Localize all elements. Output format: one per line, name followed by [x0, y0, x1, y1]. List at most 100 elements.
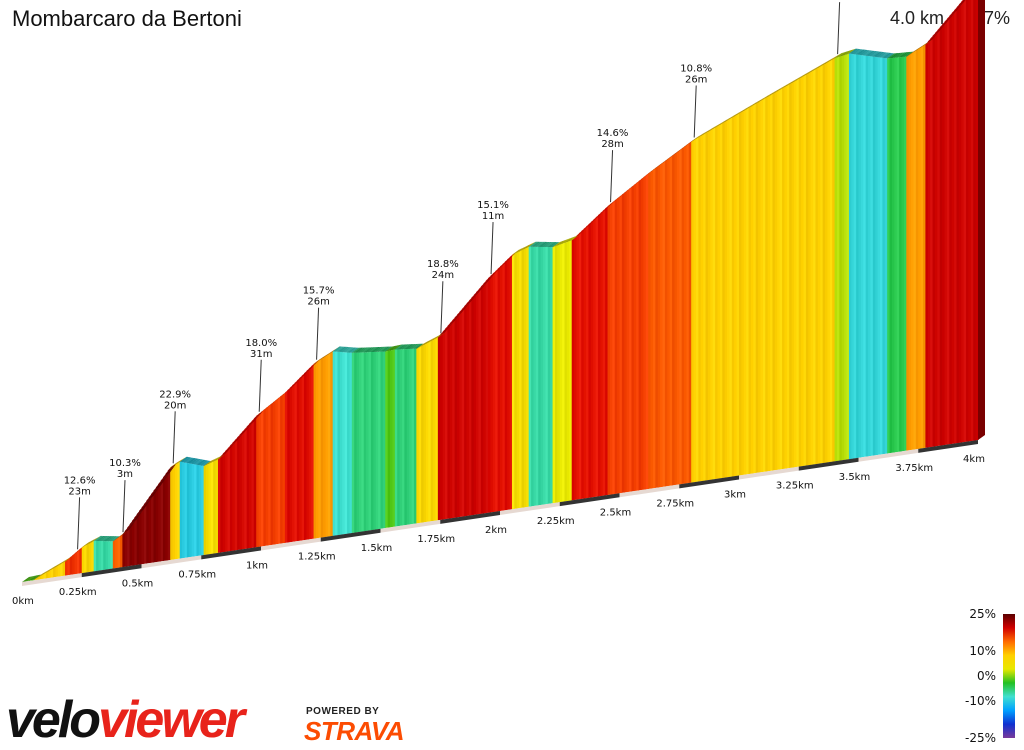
profile-ridge-slice: [347, 347, 357, 353]
profile-slice: [920, 45, 924, 449]
profile-ridge-slice: [884, 53, 895, 59]
profile-ridge-slice: [562, 237, 572, 244]
profile-ridge-slice: [531, 241, 541, 247]
profile-slice: [856, 54, 860, 459]
profile-ridge-slice: [877, 52, 888, 58]
profile-slice: [619, 194, 623, 494]
profile-slice: [351, 352, 355, 534]
profile-slice: [265, 406, 269, 546]
profile-ridge-slice: [158, 475, 168, 485]
profile-slice: [289, 385, 293, 543]
profile-ridge-slice: [471, 289, 481, 298]
profile-ridge-slice: [803, 69, 813, 76]
profile-slice: [758, 100, 762, 473]
profile-ridge-slice: [691, 135, 701, 142]
profile-ridge-slice: [700, 129, 711, 136]
profile-ridge-slice: [397, 344, 407, 350]
baseline-segment: [380, 519, 441, 533]
profile-ridge-slice: [514, 247, 524, 254]
profile-slice: [519, 250, 523, 509]
profile-slice: [189, 463, 193, 558]
profile-slice: [196, 464, 200, 557]
profile-ridge-slice: [841, 50, 852, 56]
profile-ridge-slice: [416, 342, 426, 349]
profile-slice: [612, 200, 616, 495]
profile-slice: [122, 531, 126, 568]
profile-slice: [206, 463, 210, 555]
profile-ridge-slice: [934, 25, 945, 33]
profile-slice: [750, 104, 754, 474]
profile-slice: [155, 484, 159, 563]
profile-slice: [865, 55, 869, 457]
profile-ridge-slice: [927, 33, 938, 42]
profile-ridge-slice: [519, 245, 529, 252]
x-tick-label: 3.25km: [776, 481, 814, 492]
profile-slice: [435, 337, 439, 521]
profile-ridge-slice: [48, 564, 58, 572]
annotation-grade: 10.3%: [109, 458, 141, 469]
profile-slice: [158, 480, 162, 562]
profile-ridge-slice: [232, 435, 242, 443]
profile-ridge-slice: [222, 446, 233, 454]
profile-slice: [468, 297, 472, 516]
profile-slice: [710, 128, 714, 480]
annotation-leader: [490, 222, 494, 275]
profile-slice: [356, 352, 360, 533]
profile-ridge-slice: [791, 76, 801, 83]
profile-ridge-slice: [327, 347, 338, 355]
profile-ridge-slice: [306, 363, 316, 371]
profile-ridge-slice: [449, 315, 460, 324]
profile-ridge-slice: [93, 535, 104, 541]
profile-ridge-slice: [703, 128, 713, 135]
profile-ridge-slice: [402, 344, 412, 350]
profile-ridge-slice: [392, 344, 402, 351]
profile-ridge-slice: [390, 345, 400, 351]
profile-ridge-slice: [440, 326, 450, 335]
profile-slice: [648, 171, 652, 489]
profile-ridge-slice: [891, 52, 902, 58]
profile-slice: [521, 249, 525, 508]
profile-ridge-slice: [454, 309, 464, 318]
profile-slice: [535, 246, 539, 506]
profile-slice: [91, 540, 95, 572]
profile-ridge-slice: [739, 107, 749, 114]
profile-ridge-slice: [91, 535, 101, 543]
profile-ridge-slice: [344, 347, 355, 353]
profile-slice: [282, 392, 286, 544]
profile-ridge-slice: [559, 238, 570, 245]
profile-slice: [449, 320, 453, 519]
profile-slice: [213, 460, 217, 554]
profile-ridge-slice: [313, 357, 323, 364]
profile-slice: [870, 56, 874, 456]
profile-ridge-slice: [829, 54, 840, 61]
profile-ridge-slice: [727, 114, 737, 121]
profile-slice: [464, 303, 468, 517]
profile-ridge-slice: [332, 346, 343, 352]
profile-slice: [361, 352, 365, 532]
profile-ridge-slice: [820, 59, 830, 67]
profile-ridge-slice: [292, 377, 302, 386]
profile-slice: [934, 30, 938, 447]
profile-slice: [394, 349, 398, 527]
profile-slice: [507, 257, 511, 510]
profile-slice: [48, 569, 52, 579]
profile-end-cap: [978, 0, 985, 440]
profile-slice: [767, 95, 771, 472]
profile-slice: [884, 58, 888, 454]
profile-slice: [292, 382, 296, 542]
profile-slice: [174, 463, 178, 560]
x-tick-label: 1km: [246, 561, 268, 572]
profile-ridge-slice: [358, 347, 369, 353]
profile-slice: [148, 494, 152, 564]
profile-slice: [662, 160, 666, 487]
profile-slice: [129, 520, 133, 567]
profile-ridge-slice: [45, 566, 56, 573]
profile-slice: [380, 351, 384, 529]
profile-slice: [358, 352, 362, 532]
baseline-segment: [320, 528, 381, 542]
profile-ridge-slice: [385, 345, 395, 352]
annotation-grade: 18.8%: [427, 259, 459, 270]
profile-ridge-slice: [122, 526, 132, 535]
profile-ridge-slice: [932, 27, 942, 36]
profile-ridge-slice: [786, 79, 797, 86]
